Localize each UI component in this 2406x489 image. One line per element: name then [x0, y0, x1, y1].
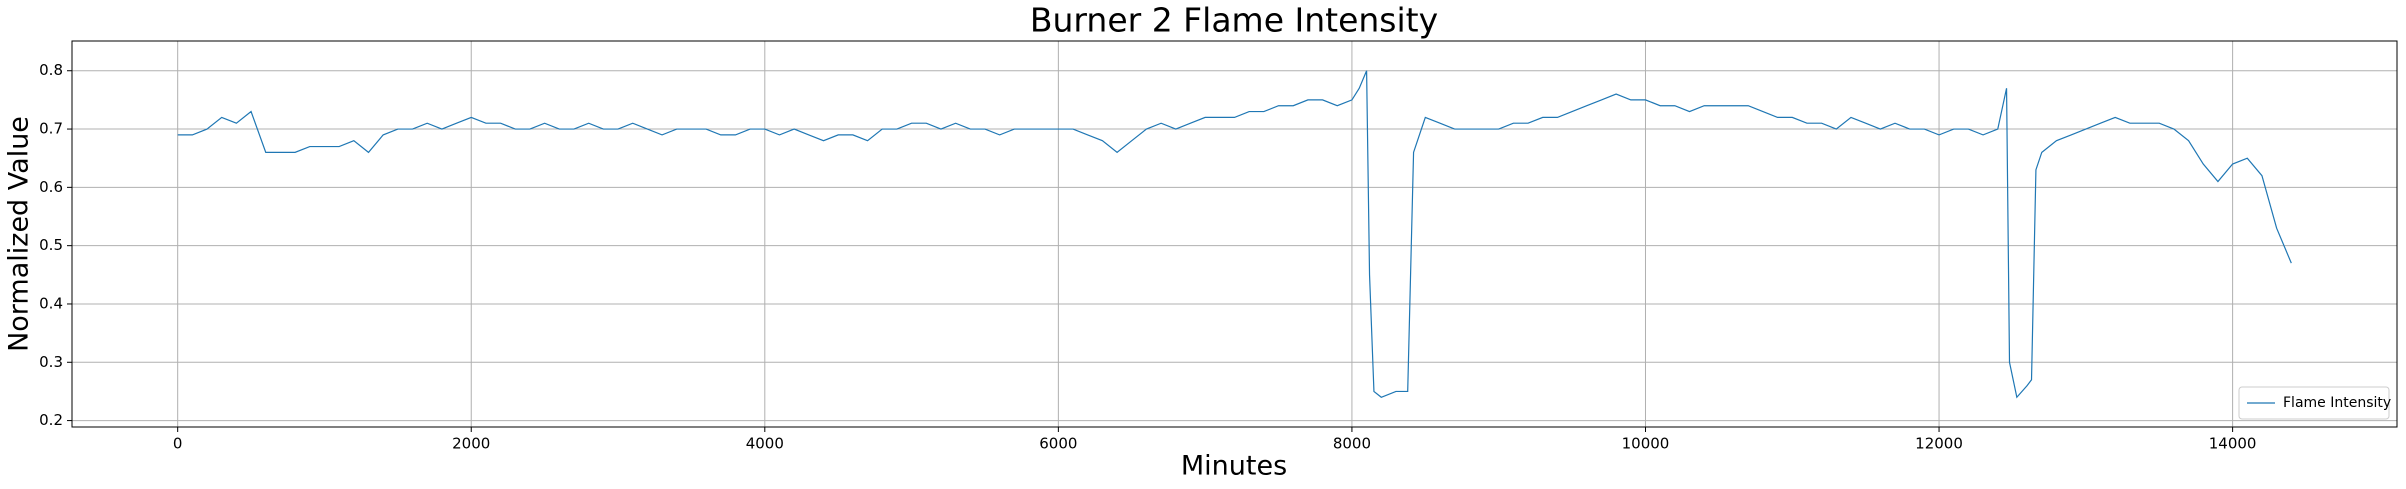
- data-line: [177, 70, 2292, 399]
- x-tick-label: 8000: [1333, 435, 1371, 453]
- x-tick-label: 4000: [746, 435, 784, 453]
- x-tick-label: 12000: [1915, 435, 1963, 453]
- y-tick-label: 0.5: [39, 236, 63, 254]
- legend-label: Flame Intensity: [2283, 395, 2391, 411]
- y-tick-label: 0.2: [39, 411, 63, 429]
- y-tick-label: 0.6: [39, 178, 63, 196]
- x-axis-label: Minutes: [1181, 451, 1287, 482]
- x-tick-label: 14000: [2209, 435, 2257, 453]
- x-tick-label: 2000: [452, 435, 490, 453]
- y-axis-label: Normalized Value: [4, 116, 35, 352]
- y-tick-label: 0.4: [39, 294, 63, 312]
- y-tick-label: 0.7: [39, 120, 63, 138]
- legend-box: [2238, 386, 2390, 420]
- x-tick-label: 10000: [1622, 435, 1670, 453]
- y-tick-label: 0.3: [39, 353, 63, 371]
- chart-title: Burner 2 Flame Intensity: [1030, 1, 1438, 40]
- x-tick-label: 6000: [1039, 435, 1077, 453]
- y-tick-label: 0.8: [39, 61, 63, 79]
- x-tick-label: 0: [173, 435, 183, 453]
- plot-frame: [71, 40, 2398, 428]
